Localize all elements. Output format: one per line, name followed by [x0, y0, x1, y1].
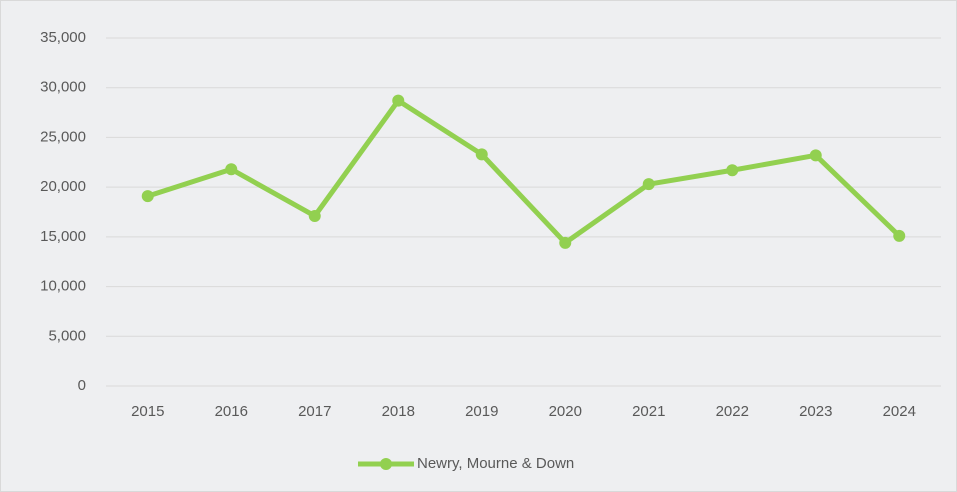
data-point	[308, 209, 321, 222]
y-tick-label: 5,000	[48, 327, 86, 344]
data-point	[392, 94, 405, 107]
x-tick-label: 2017	[298, 403, 331, 420]
y-tick-label: 20,000	[40, 178, 86, 195]
x-tick-label: 2015	[131, 403, 164, 420]
y-tick-label: 10,000	[40, 278, 86, 295]
legend-label: Newry, Mourne & Down	[417, 455, 574, 472]
data-point	[809, 149, 822, 162]
data-point	[225, 163, 238, 176]
x-tick-label: 2019	[465, 403, 498, 420]
series-line	[146, 98, 901, 246]
data-point	[475, 148, 488, 161]
x-tick-label: 2024	[883, 403, 916, 420]
x-tick-label: 2023	[799, 403, 832, 420]
x-tick-label: 2022	[716, 403, 749, 420]
y-tick-label: 30,000	[40, 79, 86, 96]
data-point	[726, 164, 739, 177]
y-tick-label: 15,000	[40, 228, 86, 245]
y-tick-label: 35,000	[40, 29, 86, 46]
y-tick-label: 25,000	[40, 128, 86, 145]
x-tick-label: 2018	[382, 403, 415, 420]
data-point	[642, 178, 655, 191]
data-point	[893, 229, 906, 242]
x-tick-label: 2021	[632, 403, 665, 420]
y-tick-label: 0	[78, 377, 86, 394]
x-tick-label: 2020	[549, 403, 582, 420]
legend-marker	[380, 458, 392, 470]
data-point	[559, 236, 572, 249]
x-tick-label: 2016	[215, 403, 248, 420]
data-point	[141, 190, 154, 203]
